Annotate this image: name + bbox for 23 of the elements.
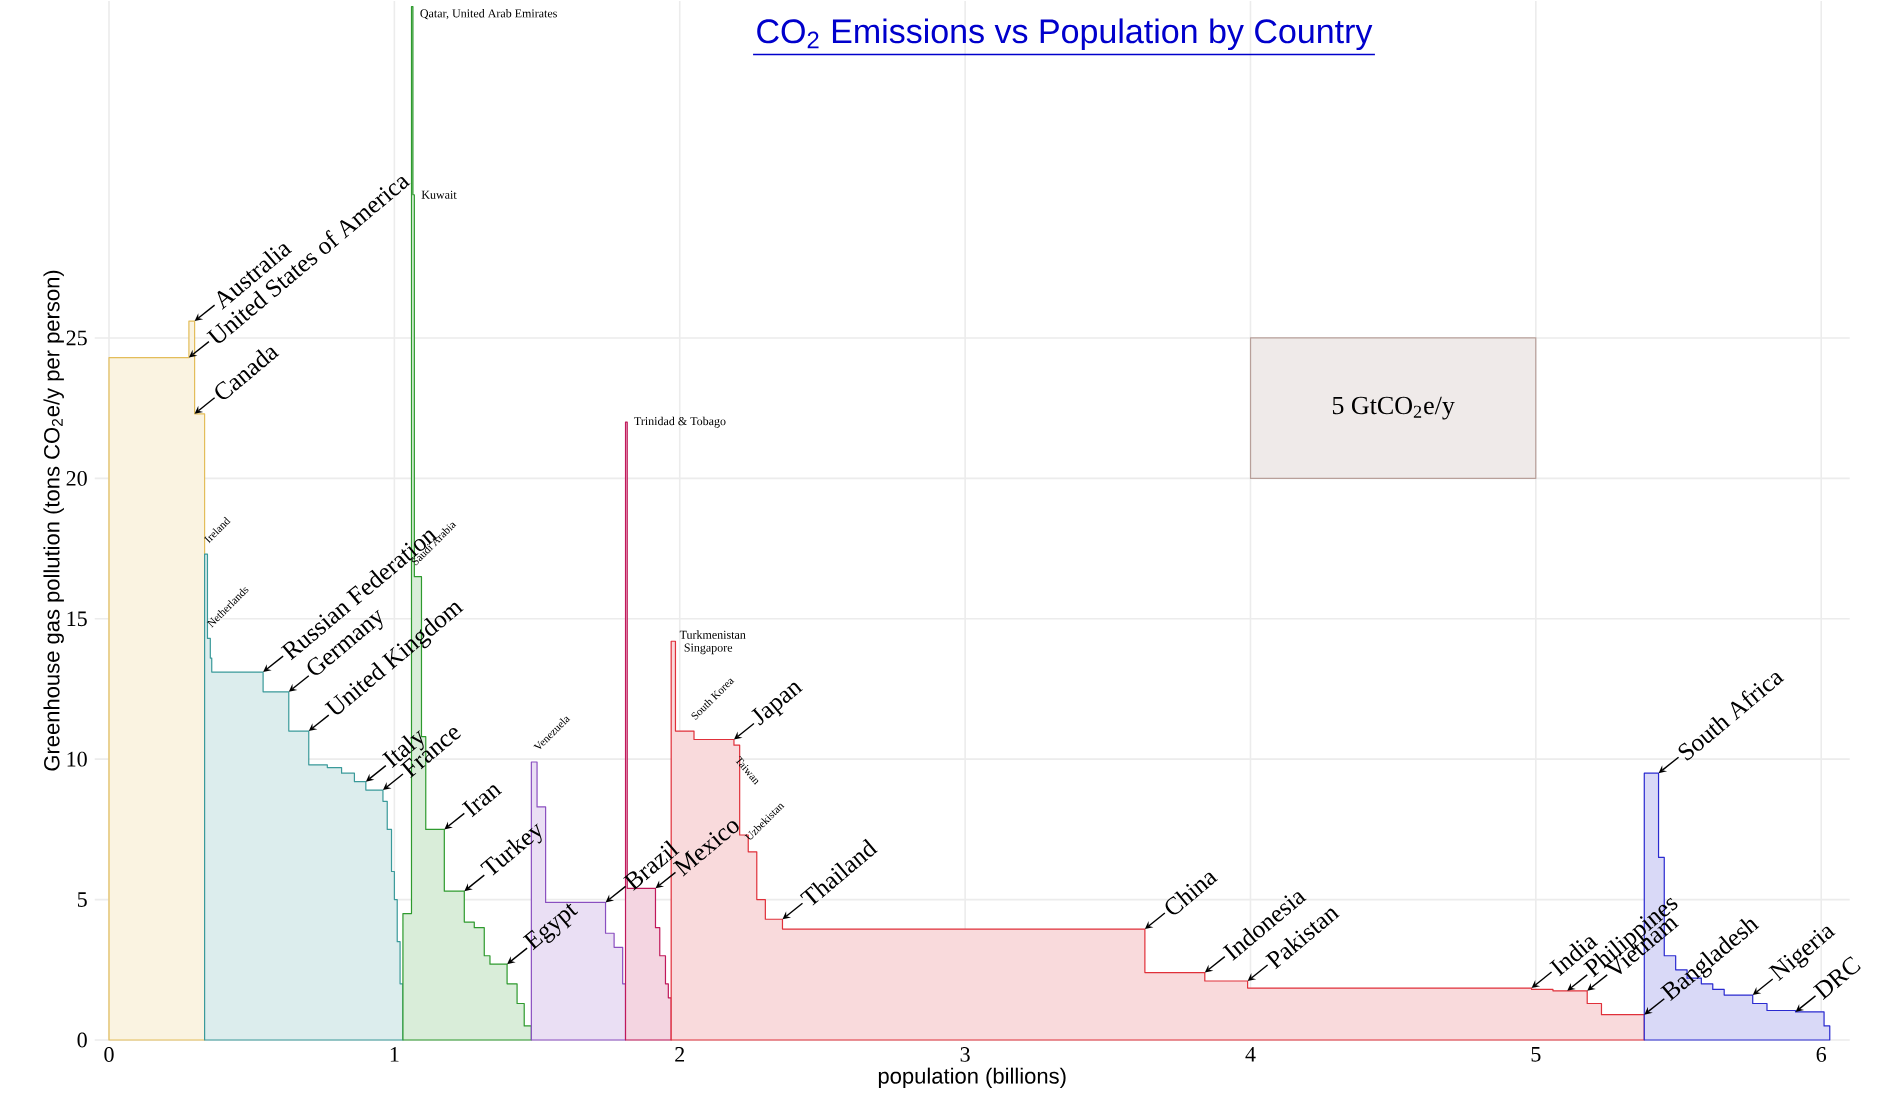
x-tick-label: 5 <box>1531 1047 1541 1062</box>
y-tick-label: 10 <box>67 751 87 767</box>
x-tick-label: 0 <box>104 1047 114 1062</box>
y-tick-label: 25 <box>66 330 87 346</box>
annotation: Singapore <box>684 643 733 655</box>
x-tick-label: 3 <box>960 1047 970 1062</box>
x-tick-label: 2 <box>675 1047 685 1062</box>
x-tick-label: 4 <box>1245 1047 1256 1062</box>
annotation: Trinidad & Tobago <box>634 416 726 428</box>
y-tick-label: 5 <box>77 892 87 907</box>
y-tick-label: 20 <box>66 470 87 486</box>
x-tick-label: 1 <box>390 1047 399 1062</box>
annotation: Qatar, United Arab Emirates <box>420 8 557 20</box>
annotation: Iran <box>461 785 503 818</box>
chart-title: CO$_{2}$ Emissions vs Population by Country <box>757 18 1373 51</box>
y-tick-label: 0 <box>77 1032 87 1048</box>
y-axis-title: Greenhouse gas pollution (tons CO$_{2}$e/y per person) <box>43 270 64 771</box>
x-tick-label: 6 <box>1816 1047 1827 1062</box>
x-axis-title: population (billions) <box>878 1067 1066 1089</box>
annotation: Turkmenistan <box>679 630 746 639</box>
series-label: 5 GtCO$_{2}$e/y <box>1332 396 1455 420</box>
y-tick-label: 15 <box>67 611 87 627</box>
annotation: Kuwait <box>421 190 457 199</box>
